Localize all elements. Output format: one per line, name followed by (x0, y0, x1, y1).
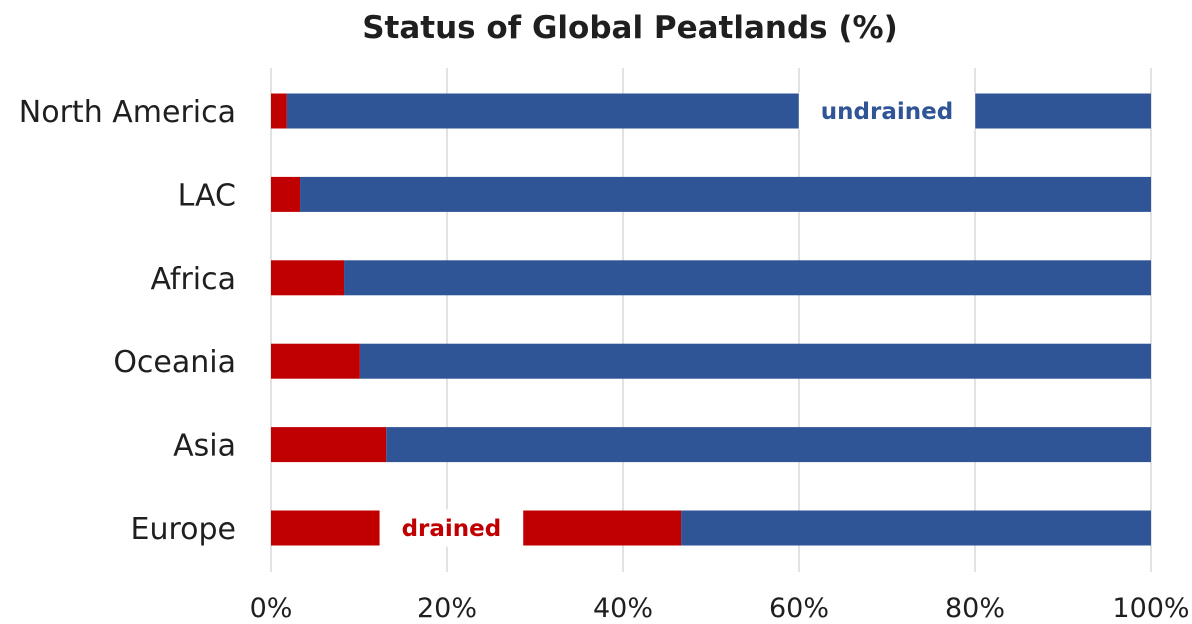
x-axis-tick-labels: 0% 20% 40% 60% 80% 100% (250, 593, 1190, 624)
chart-title: Status of Global Peatlands (%) (362, 10, 898, 46)
x-tick-label: 100% (1112, 593, 1189, 624)
x-tick-label: 80% (945, 593, 1005, 624)
category-label: Oceania (113, 345, 236, 380)
x-tick-label: 40% (593, 593, 653, 624)
category-label: Europe (131, 512, 237, 547)
category-labels: North America LAC Africa Oceania Asia Europe (19, 95, 236, 547)
bar-segment-undrained (286, 93, 1152, 129)
category-label: North America (19, 95, 236, 130)
bar-segment-undrained (344, 260, 1151, 296)
annotation-drained: drained (402, 516, 502, 542)
category-label: Africa (150, 262, 236, 297)
annotation-background (379, 509, 524, 547)
bar-segment-drained (271, 93, 287, 129)
bar-segment-undrained (386, 427, 1151, 463)
x-tick-label: 60% (769, 593, 829, 624)
bar-segment-drained (271, 176, 301, 212)
annotation-background (798, 92, 976, 130)
bar-segment-drained (271, 343, 360, 379)
category-label: LAC (178, 178, 236, 213)
bar-segment-undrained (359, 343, 1151, 379)
gridlines (270, 68, 1152, 572)
bar-segment-undrained (681, 510, 1151, 546)
bar-segment-drained (271, 427, 387, 463)
annotations: undrained drained (379, 92, 976, 547)
bar-segment-undrained (300, 176, 1151, 212)
x-tick-label: 20% (417, 593, 477, 624)
bar-segment-drained (271, 260, 345, 296)
category-label: Asia (173, 429, 236, 464)
annotation-undrained: undrained (821, 99, 953, 125)
bars (271, 93, 1152, 546)
x-tick-label: 0% (250, 593, 293, 624)
